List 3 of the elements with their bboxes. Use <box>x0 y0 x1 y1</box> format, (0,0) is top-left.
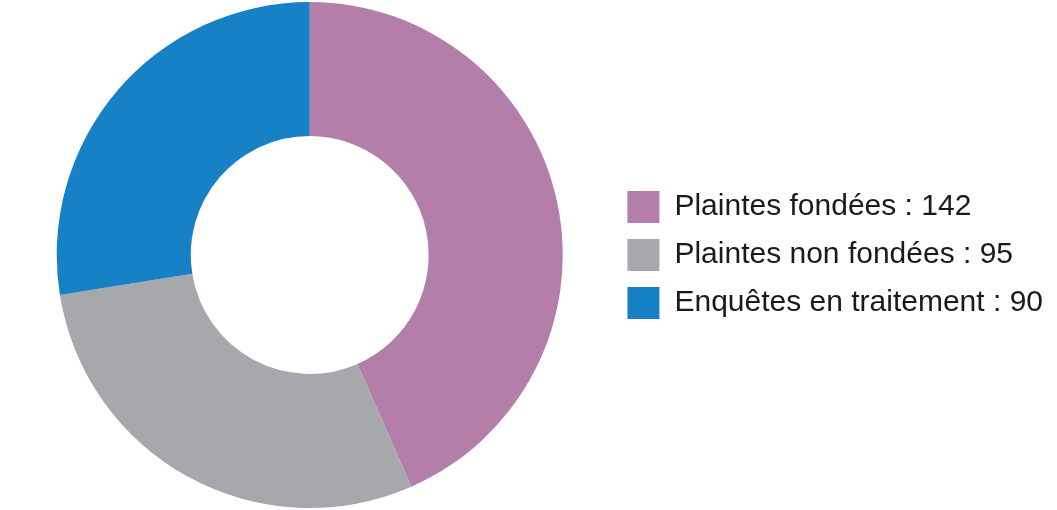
legend-label: Enquêtes en traitement : 90 <box>674 284 1044 318</box>
legend-label: Plaintes non fondées : 95 <box>674 236 1014 270</box>
legend-label: Plaintes fondées : 142 <box>674 188 972 222</box>
